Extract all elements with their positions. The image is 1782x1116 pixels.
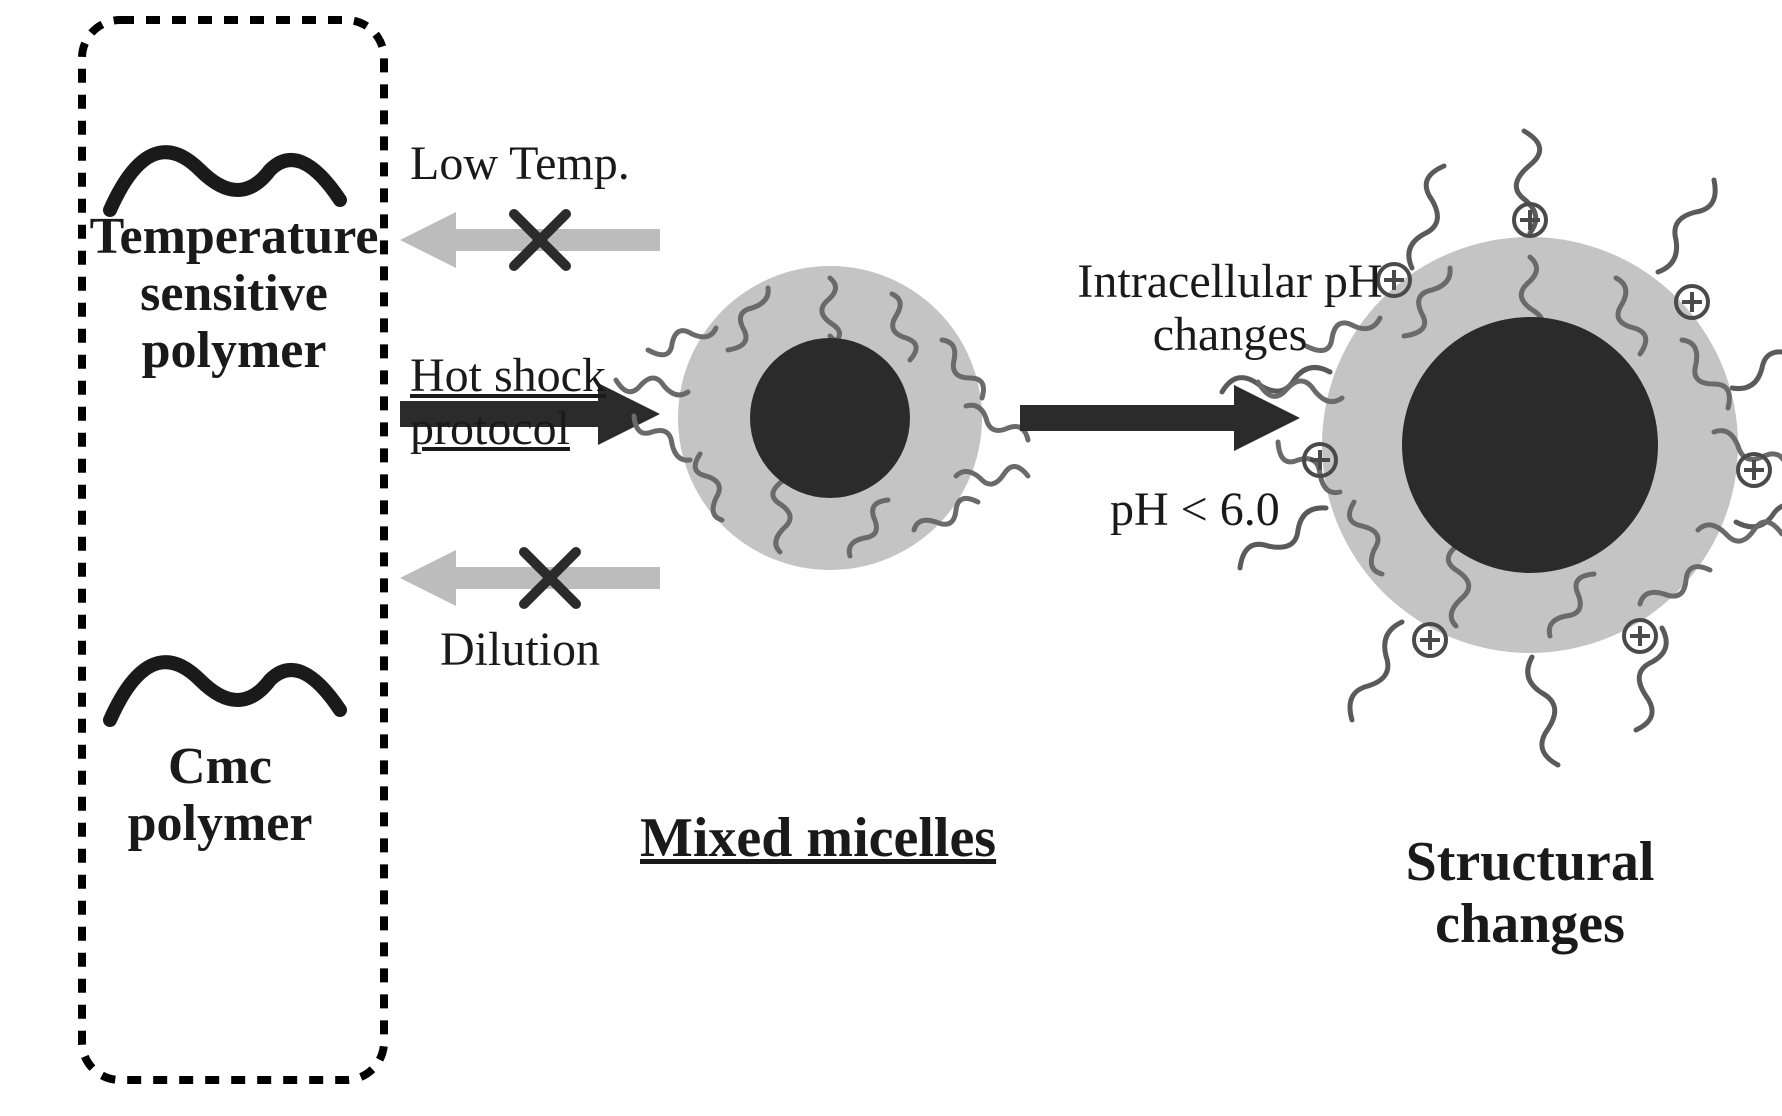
cmc-polymer-label: Cmc polymer [120,738,320,852]
low-temp-arrow [400,212,660,268]
mixed-micelle-icon [616,266,1028,570]
temp-sensitive-polymer-icon [110,152,340,210]
temperature-sensitive-polymer-label: Temperature sensitive polymer [84,208,384,380]
structural-changes-micelle-icon [1222,131,1782,765]
mixed-micelles-label: Mixed micelles [640,808,996,870]
dilution-label: Dilution [440,624,600,677]
low-temp-label: Low Temp. [410,138,630,191]
hot-shock-protocol-label: Hot shock protocol [410,350,606,456]
ph-threshold-label: pH < 6.0 [1110,484,1280,537]
ph-arrow [1020,385,1300,451]
cmc-polymer-icon [110,662,340,720]
intracellular-ph-label: Intracellular pH changes [1040,256,1420,362]
micelle-formation-diagram: Temperature sensitive polymer Cmc polyme… [0,0,1782,1116]
structural-changes-label: Structural changes [1380,832,1680,955]
